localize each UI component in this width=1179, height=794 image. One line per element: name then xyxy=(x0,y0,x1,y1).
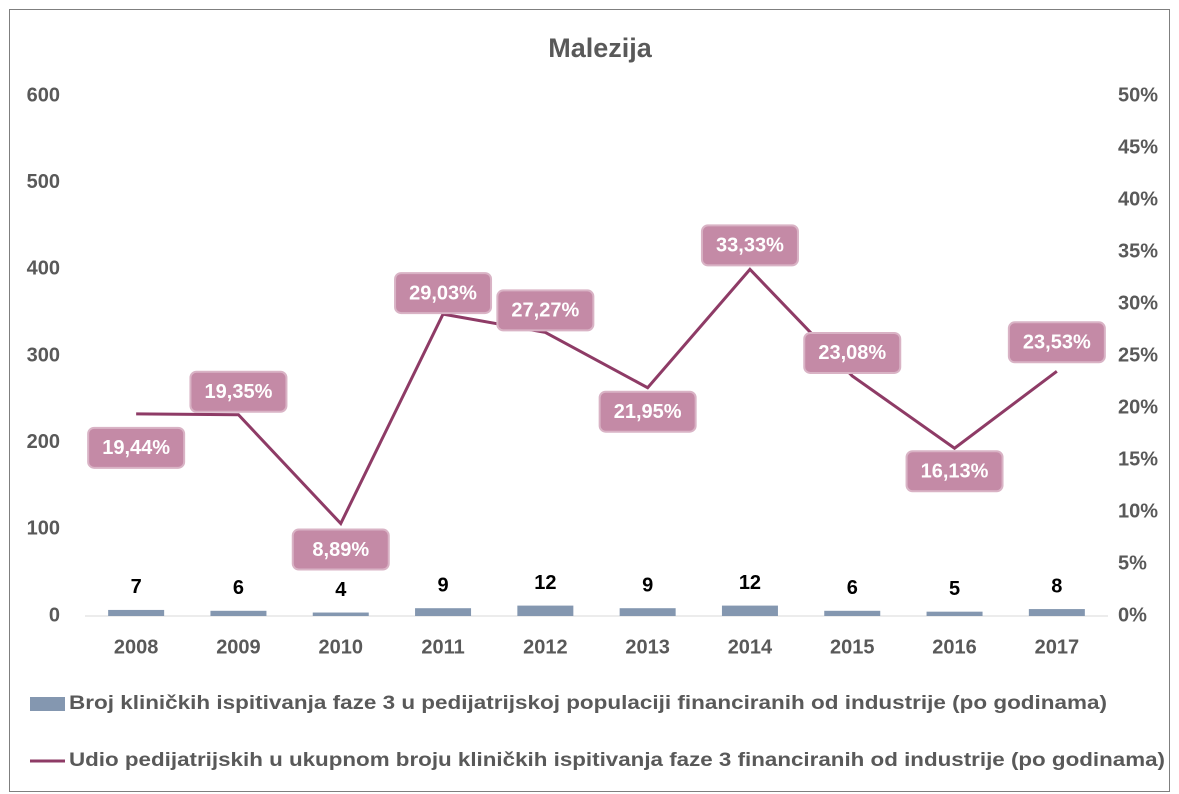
x-tick-label: 2013 xyxy=(625,636,670,658)
bar-value-label: 7 xyxy=(131,576,142,598)
chart-title: Malezija xyxy=(548,33,653,63)
y-tick-label: 300 xyxy=(27,344,60,366)
data-label-box xyxy=(87,426,186,469)
x-tick-label: 2015 xyxy=(830,636,875,658)
data-label-box xyxy=(496,289,595,332)
x-tick-label: 2017 xyxy=(1035,636,1080,658)
data-label-box xyxy=(700,224,799,267)
legend-label: Broj kliničkih ispitivanja faze 3 u pedi… xyxy=(69,693,1107,714)
data-label-box xyxy=(291,528,390,571)
bar-value-label: 6 xyxy=(847,577,858,599)
data-label: 29,03% xyxy=(409,282,477,304)
bar xyxy=(108,609,165,616)
y2-tick-label: 10% xyxy=(1118,500,1158,522)
bar xyxy=(517,605,574,616)
y2-tick-label: 25% xyxy=(1118,344,1158,366)
bar xyxy=(824,610,881,616)
bar xyxy=(619,608,676,616)
bar xyxy=(1028,609,1085,616)
data-label: 27,27% xyxy=(511,300,579,322)
x-tick-label: 2009 xyxy=(216,636,261,658)
data-label-box xyxy=(189,370,288,413)
legend-swatch xyxy=(30,697,65,711)
bar xyxy=(926,611,983,616)
y-tick-label: 500 xyxy=(27,171,60,193)
bar-value-label: 9 xyxy=(642,574,653,596)
bar-value-label: 5 xyxy=(949,578,960,600)
y-tick-label: 600 xyxy=(27,84,60,106)
line xyxy=(136,267,1058,527)
y2-tick-label: 20% xyxy=(1118,396,1158,418)
data-label: 16,13% xyxy=(921,461,989,483)
y2-tick-label: 35% xyxy=(1118,240,1158,262)
x-tick-label: 2008 xyxy=(114,636,159,658)
bar-value-label: 9 xyxy=(437,574,448,596)
x-tick-label: 2011 xyxy=(421,636,464,658)
data-label: 23,08% xyxy=(818,342,886,364)
bar-value-label: 12 xyxy=(739,572,761,594)
chart-frame xyxy=(9,9,1170,792)
data-label: 19,44% xyxy=(102,437,170,459)
data-label: 21,95% xyxy=(614,401,682,423)
bar-value-label: 12 xyxy=(534,572,556,594)
data-label: 33,33% xyxy=(716,235,784,257)
data-label-box xyxy=(803,331,902,374)
x-tick-label: 2012 xyxy=(523,636,568,658)
y-tick-label: 0 xyxy=(49,604,60,626)
data-label-box xyxy=(905,450,1004,493)
y-tick-label: 400 xyxy=(27,258,60,280)
bar-value-label: 4 xyxy=(335,579,347,601)
y2-tick-label: 50% xyxy=(1118,84,1158,106)
bar xyxy=(415,608,472,616)
bar-value-label: 8 xyxy=(1051,575,1062,597)
data-label: 23,53% xyxy=(1023,332,1091,354)
y2-tick-label: 15% xyxy=(1118,448,1158,470)
y2-tick-label: 45% xyxy=(1118,136,1158,158)
y2-tick-label: 30% xyxy=(1118,292,1158,314)
data-label-box xyxy=(1007,321,1106,364)
x-tick-label: 2014 xyxy=(728,636,773,658)
y2-tick-label: 0% xyxy=(1118,604,1147,626)
bar xyxy=(721,605,778,616)
bar-value-label: 6 xyxy=(233,577,244,599)
legend-label: Udio pedijatrijskih u ukupnom broju klin… xyxy=(69,750,1165,771)
x-tick-label: 2016 xyxy=(932,636,977,658)
data-label-box xyxy=(598,390,697,433)
x-tick-label: 2010 xyxy=(319,636,364,658)
data-label: 8,89% xyxy=(312,539,369,561)
y2-tick-label: 5% xyxy=(1118,552,1147,574)
y-tick-label: 200 xyxy=(27,431,60,453)
bar xyxy=(210,610,267,616)
data-label-box xyxy=(394,272,493,315)
y-tick-label: 100 xyxy=(27,518,60,540)
y2-tick-label: 40% xyxy=(1118,188,1158,210)
data-label: 19,35% xyxy=(205,381,273,403)
bar xyxy=(312,612,369,616)
